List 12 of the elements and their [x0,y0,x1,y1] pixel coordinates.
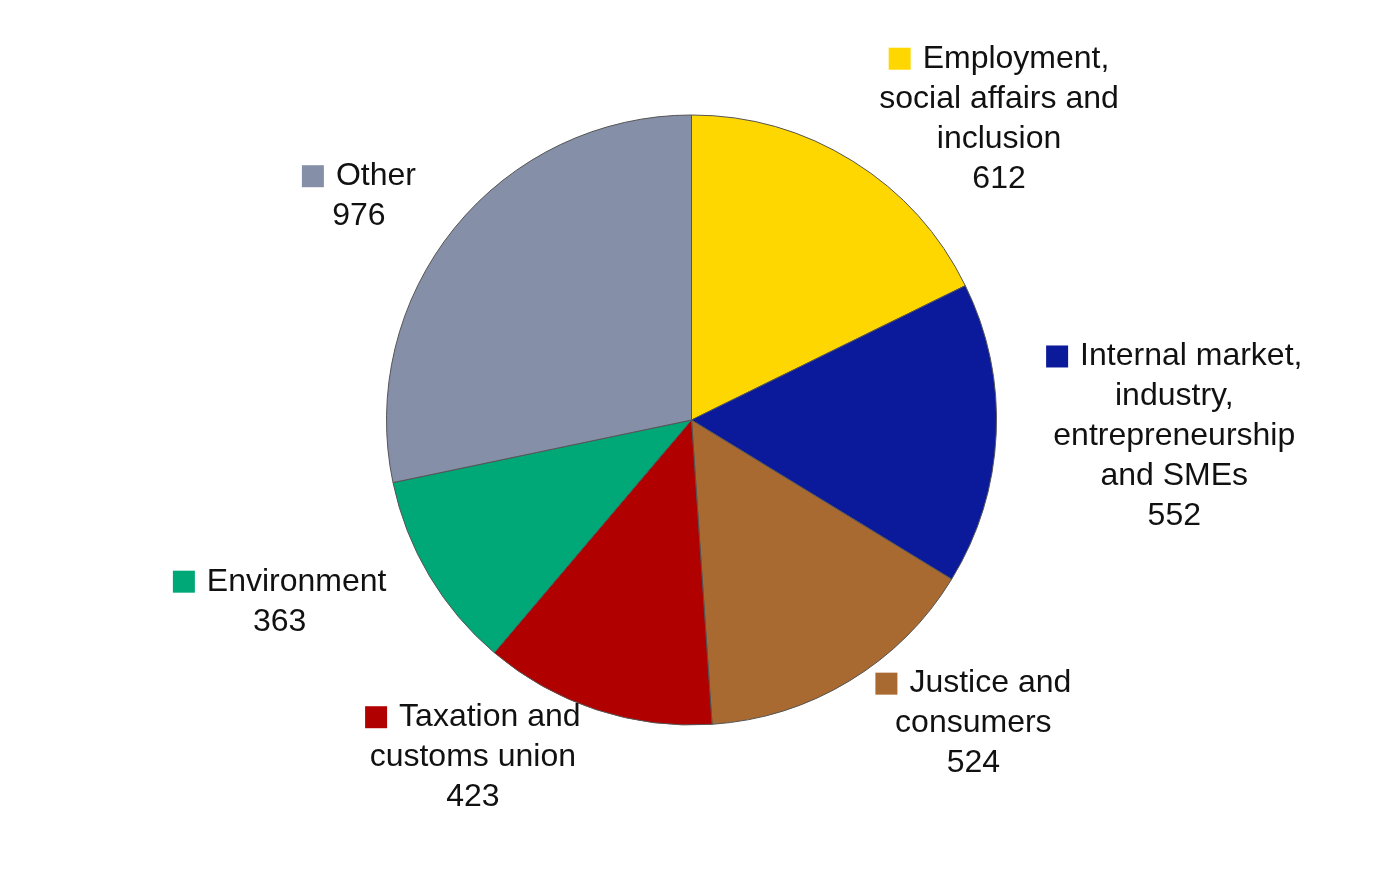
legend-label: Justice and consumers [895,663,1072,740]
data-label: 524 [946,743,1001,780]
data-label: 363 [253,601,307,638]
data-label: 976 [332,196,386,233]
legend-label: Other [335,156,417,193]
legend-label: Environment [206,561,387,598]
data-label: 552 [1147,496,1201,533]
legend-label: Internal market, industry, entrepreneurship and SMEs [1053,336,1303,493]
data-label: 423 [446,777,500,814]
legend-label: Taxation and customs union [369,697,581,774]
data-label: 612 [972,158,1026,195]
legend-label: Employment, social affairs and inclusion [879,38,1119,155]
